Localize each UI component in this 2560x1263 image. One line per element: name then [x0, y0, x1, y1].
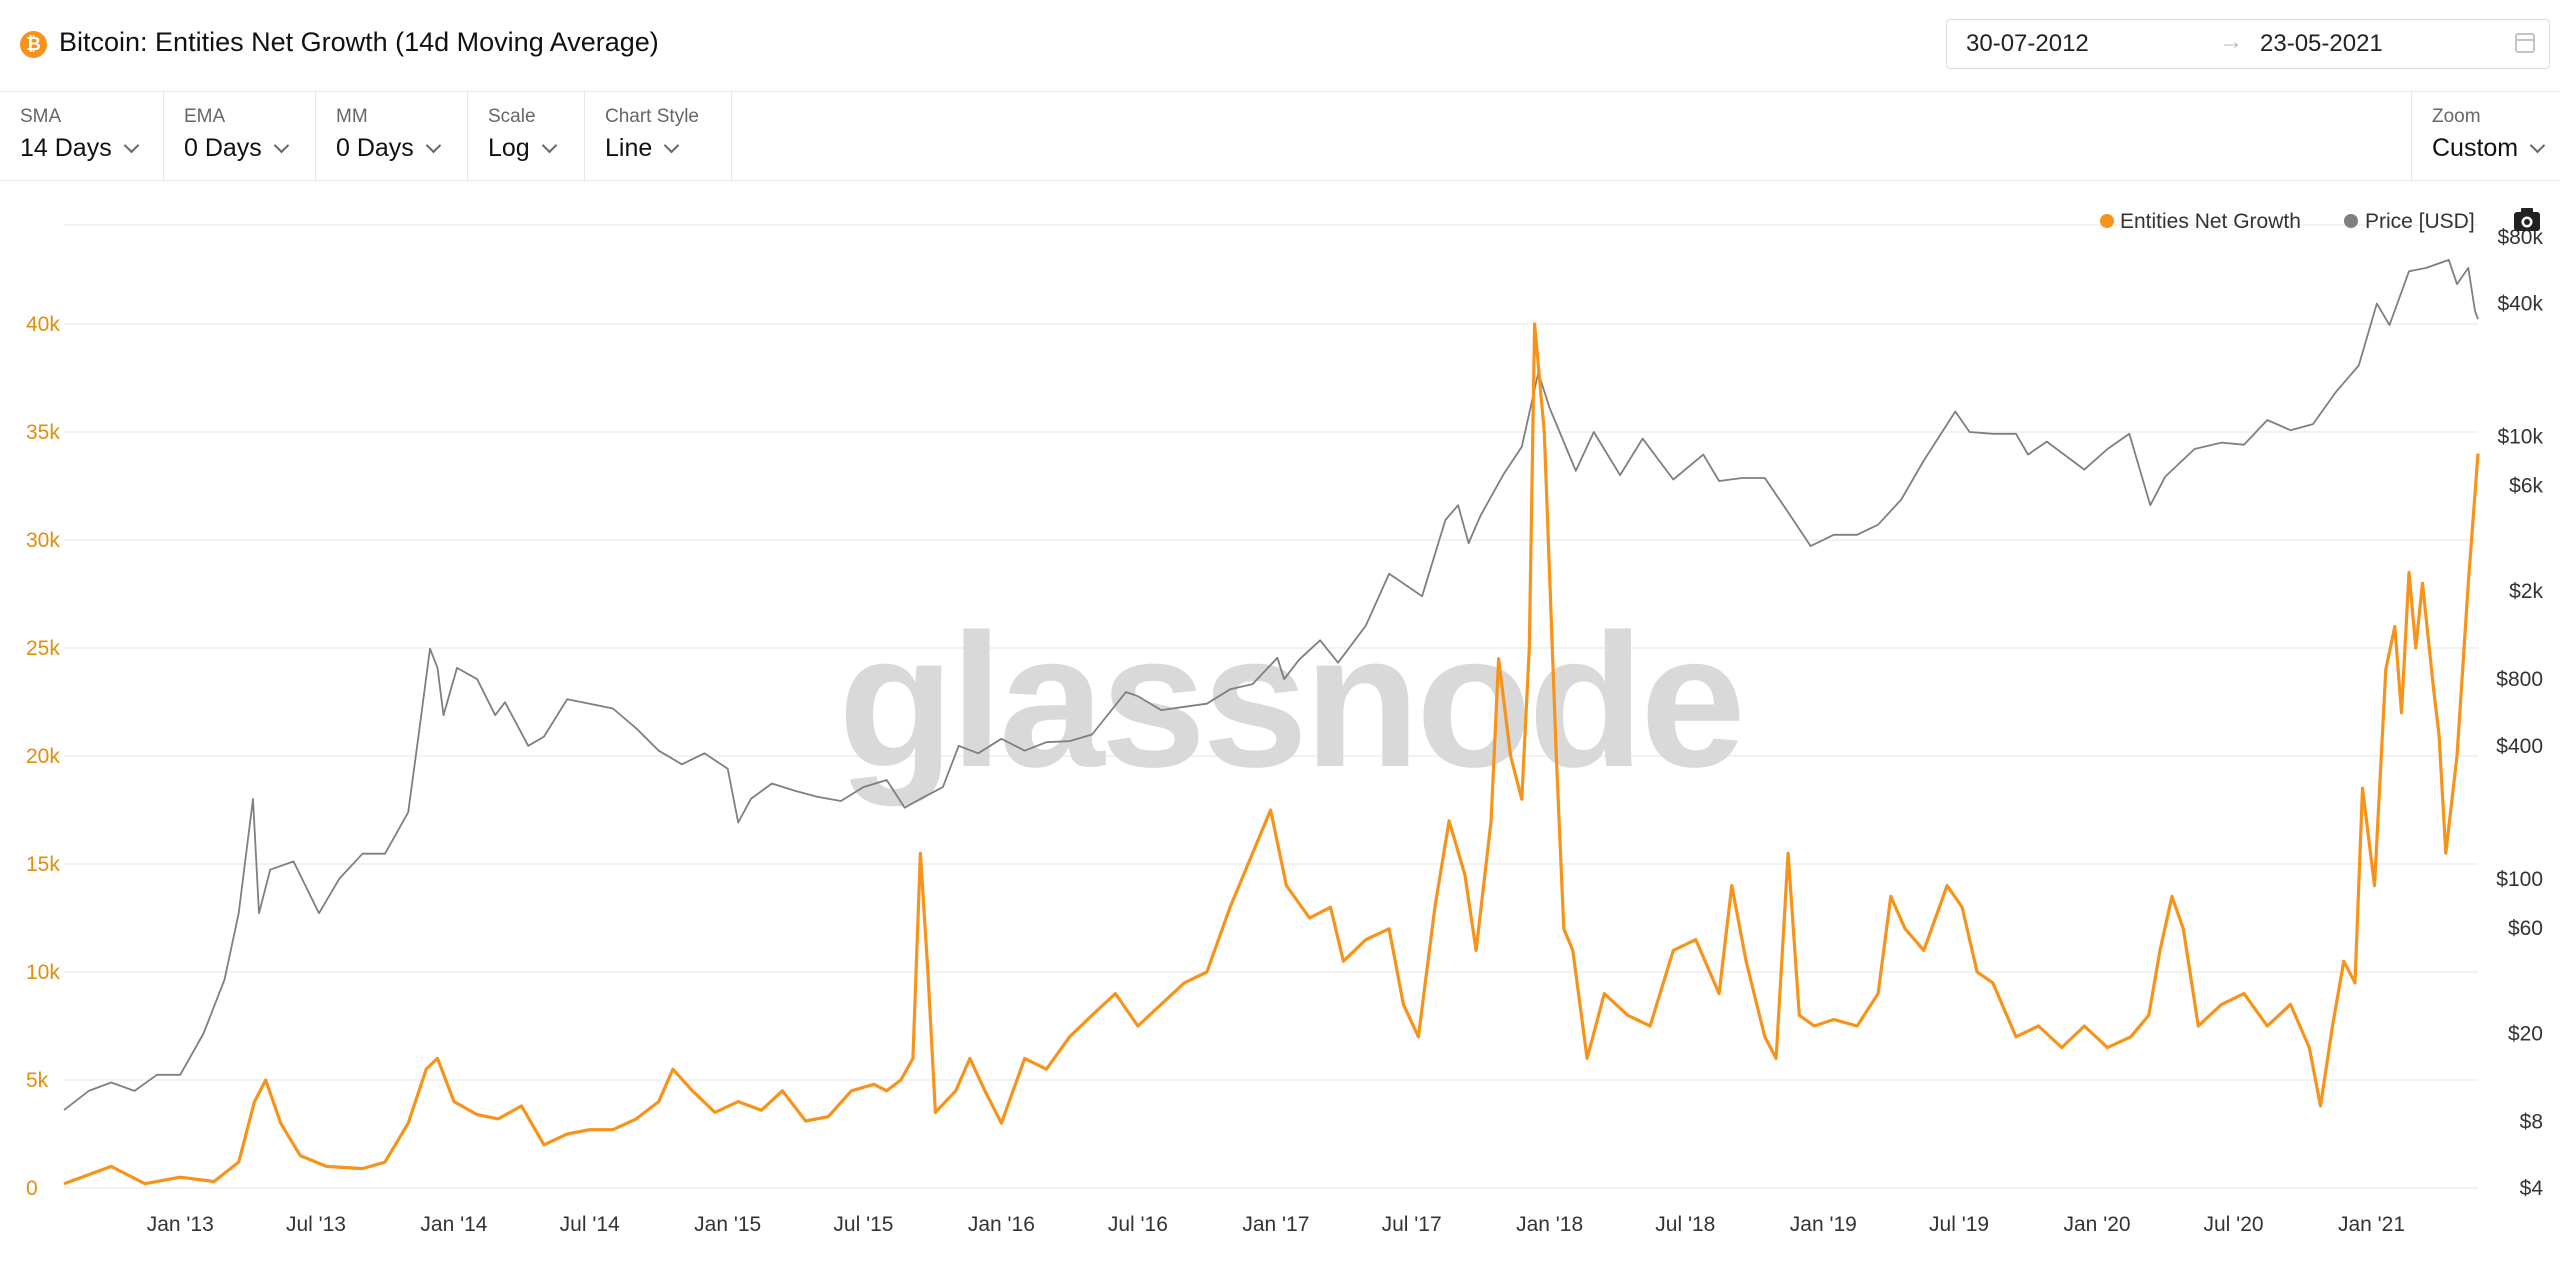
right-tick-label: $4	[2520, 1177, 2544, 1200]
ema-label: EMA	[184, 106, 226, 127]
date-start-input[interactable]: 30-07-2012	[1966, 30, 2089, 57]
chart-style-value: Line	[605, 134, 653, 162]
entities-net-growth-line	[63, 322, 2480, 1186]
right-tick-label: $100	[2496, 868, 2543, 891]
zoom-label: Zoom	[2432, 106, 2481, 127]
scale-label: Scale	[488, 106, 536, 127]
left-tick-label: 5k	[26, 1069, 49, 1092]
chart-area: glassnode 0 5k 10k 15k 20k 25k 30k 35k 40k $4 $8 $…	[0, 181, 2560, 1263]
x-tick-label: Jan '20	[2064, 1213, 2131, 1236]
x-tick-label: Jul '15	[833, 1213, 893, 1236]
mm-label: MM	[336, 106, 368, 127]
right-tick-label: $10k	[2497, 426, 2543, 449]
chevron-down-icon	[541, 137, 557, 154]
chart-toolbar: SMA 14 Days EMA 0 Days MM 0 Days Scale L…	[0, 92, 2560, 181]
ema-value: 0 Days	[184, 134, 262, 162]
scale-value: Log	[488, 134, 530, 162]
legend-marker-entities	[2100, 214, 2114, 228]
ema-select[interactable]: EMA 0 Days	[164, 92, 316, 180]
zoom-value: Custom	[2432, 134, 2519, 162]
left-tick-label: 30k	[26, 529, 60, 552]
chevron-down-icon	[123, 137, 139, 154]
mm-select[interactable]: MM 0 Days	[316, 92, 468, 180]
mm-value: 0 Days	[336, 134, 414, 162]
right-tick-label: $800	[2496, 668, 2543, 691]
calendar-icon[interactable]	[2515, 33, 2535, 53]
series-lines	[63, 259, 2480, 1186]
chevron-down-icon	[425, 137, 442, 154]
watermark: glassnode	[838, 595, 1742, 807]
sma-value: 14 Days	[20, 134, 112, 162]
left-tick-label: 35k	[26, 421, 60, 444]
x-tick-label: Jul '14	[560, 1213, 620, 1236]
chevron-down-icon	[2529, 137, 2546, 154]
right-axis: $4 $8 $20 $60 $100 $400 $800 $2k $6k $10k $40k $80k	[2496, 226, 2543, 1200]
bitcoin-logo-icon: ₿	[20, 31, 47, 58]
right-tick-label: $8	[2520, 1110, 2543, 1133]
left-tick-label: 15k	[26, 853, 60, 876]
x-tick-label: Jul '17	[1382, 1213, 1442, 1236]
date-end-input[interactable]: 23-05-2021	[2260, 30, 2383, 57]
x-tick-label: Jan '13	[147, 1213, 214, 1236]
left-axis: 0 5k 10k 15k 20k 25k 30k 35k 40k	[26, 313, 60, 1200]
sma-select[interactable]: SMA 14 Days	[0, 92, 164, 180]
zoom-select[interactable]: Zoom Custom	[2411, 92, 2560, 180]
price-usd-line	[63, 259, 2479, 1111]
chevron-down-icon	[663, 137, 680, 154]
x-tick-label: Jul '13	[286, 1213, 346, 1236]
x-tick-label: Jan '18	[1516, 1213, 1583, 1236]
scale-select[interactable]: Scale Log	[468, 92, 585, 180]
right-tick-label: $60	[2508, 917, 2543, 940]
chart-header: ₿ Bitcoin: Entities Net Growth (14d Movi…	[0, 0, 2560, 92]
x-tick-label: Jul '20	[2204, 1213, 2264, 1236]
left-tick-label: 10k	[26, 961, 60, 984]
left-tick-label: 40k	[26, 313, 60, 336]
right-tick-label: $400	[2496, 735, 2543, 758]
chart-style-select[interactable]: Chart Style Line	[585, 92, 732, 180]
legend-item-price[interactable]: Price [USD]	[2365, 210, 2475, 233]
camera-icon[interactable]	[2514, 208, 2540, 231]
arrow-right-icon: →	[2219, 28, 2243, 55]
x-tick-label: Jul '18	[1655, 1213, 1715, 1236]
x-tick-label: Jan '16	[968, 1213, 1035, 1236]
x-tick-label: Jan '15	[694, 1213, 761, 1236]
legend-item-entities[interactable]: Entities Net Growth	[2120, 210, 2301, 233]
x-tick-label: Jan '17	[1242, 1213, 1309, 1236]
x-tick-label: Jul '16	[1108, 1213, 1168, 1236]
right-tick-label: $40k	[2497, 293, 2543, 316]
right-tick-label: $80k	[2497, 226, 2543, 249]
gridlines	[64, 224, 2478, 1189]
left-tick-label: 20k	[26, 745, 60, 768]
x-tick-label: Jan '14	[420, 1213, 487, 1236]
x-tick-label: Jul '19	[1929, 1213, 1989, 1236]
right-tick-label: $20	[2508, 1022, 2543, 1045]
date-range-picker[interactable]: 30-07-2012 → 23-05-2021	[1946, 19, 2550, 69]
page-title: Bitcoin: Entities Net Growth (14d Moving…	[59, 27, 659, 57]
x-tick-label: Jan '19	[1790, 1213, 1857, 1236]
x-tick-label: Jan '21	[2338, 1213, 2405, 1236]
right-tick-label: $2k	[2509, 580, 2543, 603]
sma-label: SMA	[20, 106, 62, 127]
legend-marker-price	[2344, 214, 2358, 228]
left-tick-label: 0	[26, 1177, 38, 1200]
chevron-down-icon	[273, 137, 290, 154]
left-tick-label: 25k	[26, 637, 60, 660]
right-tick-label: $6k	[2509, 475, 2543, 498]
legend: Entities Net Growth Price [USD]	[2100, 210, 2475, 233]
x-axis: Jan '13 Jul '13 Jan '14 Jul '14 Jan '15 Jul '…	[147, 1213, 2405, 1236]
chart-style-label: Chart Style	[605, 106, 699, 127]
